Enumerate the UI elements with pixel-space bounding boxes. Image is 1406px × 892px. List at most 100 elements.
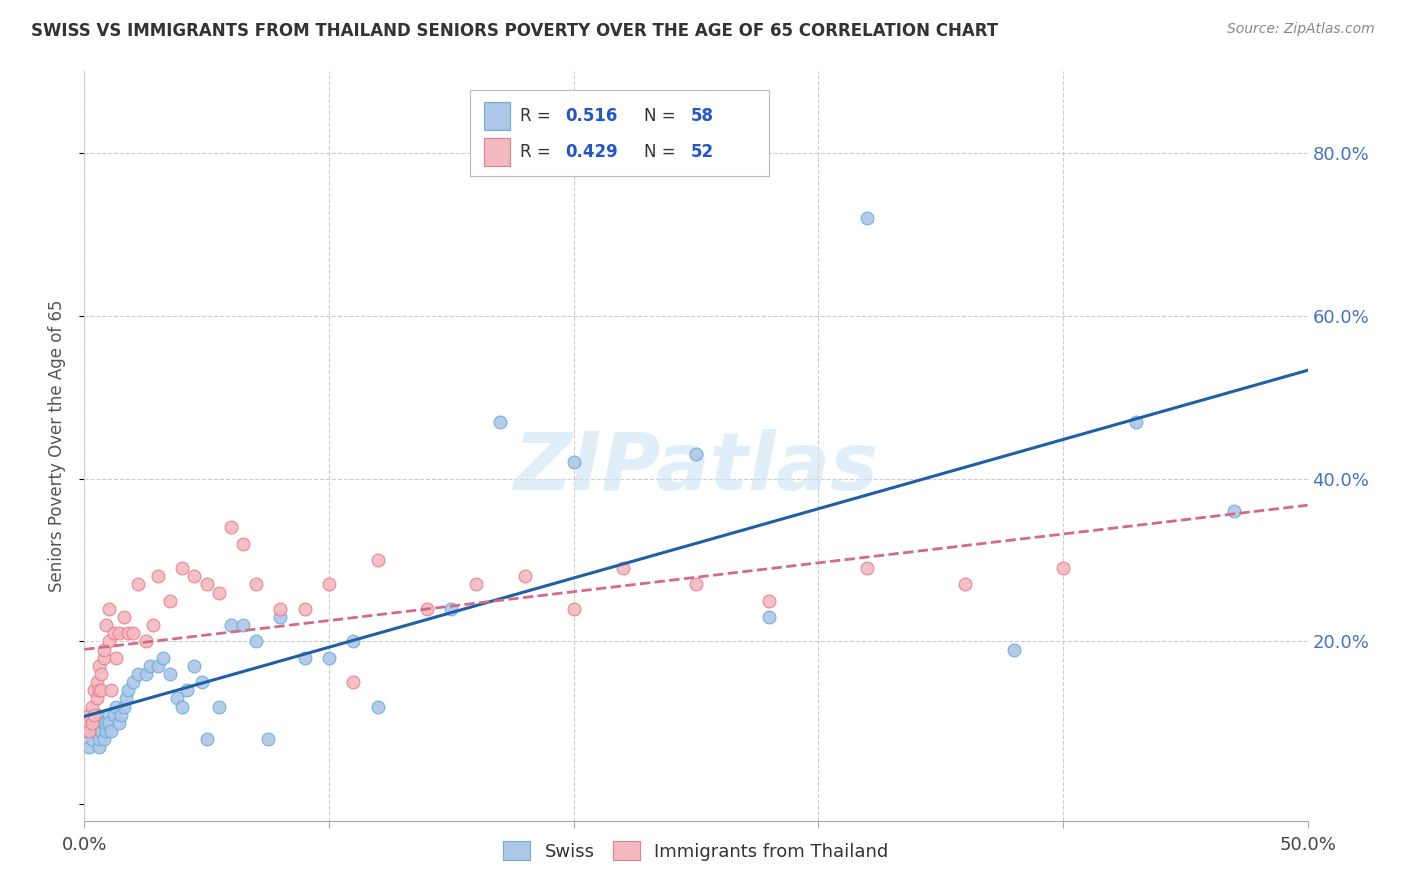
Point <box>183 659 205 673</box>
Point <box>953 577 976 591</box>
Point <box>257 732 280 747</box>
Point <box>219 618 242 632</box>
Point <box>93 732 115 747</box>
Point <box>86 724 108 739</box>
Point <box>112 699 135 714</box>
Text: 52: 52 <box>690 143 714 161</box>
Point <box>208 699 231 714</box>
Point <box>191 675 214 690</box>
Point <box>612 561 634 575</box>
Point <box>245 577 267 591</box>
Point <box>159 667 181 681</box>
Point <box>142 618 165 632</box>
Point <box>103 707 125 722</box>
Point <box>758 593 780 607</box>
Point <box>562 602 585 616</box>
Point <box>105 699 128 714</box>
Point <box>269 602 291 616</box>
Point <box>135 634 157 648</box>
Point <box>122 675 145 690</box>
Point <box>367 699 389 714</box>
Point <box>83 707 105 722</box>
Point <box>107 715 129 730</box>
Point <box>90 683 112 698</box>
Point <box>90 667 112 681</box>
Point <box>232 537 254 551</box>
Point <box>87 659 110 673</box>
Point <box>93 650 115 665</box>
Text: N =: N = <box>644 143 682 161</box>
Point <box>176 683 198 698</box>
Point <box>856 561 879 575</box>
Point <box>416 602 439 616</box>
Y-axis label: Seniors Poverty Over the Age of 65: Seniors Poverty Over the Age of 65 <box>48 300 66 592</box>
Point <box>83 724 105 739</box>
Point <box>83 683 105 698</box>
Point <box>219 520 242 534</box>
Point <box>139 659 162 673</box>
Point <box>93 642 115 657</box>
Point <box>183 569 205 583</box>
Point <box>80 699 103 714</box>
Point <box>112 610 135 624</box>
Point <box>685 447 707 461</box>
Point <box>685 577 707 591</box>
Point <box>318 577 340 591</box>
Point <box>110 707 132 722</box>
Point <box>172 561 194 575</box>
Point <box>208 585 231 599</box>
Point <box>97 715 120 730</box>
Text: 58: 58 <box>690 107 714 125</box>
FancyBboxPatch shape <box>484 102 510 130</box>
Point <box>127 577 149 591</box>
Point <box>856 211 879 225</box>
Point <box>1052 561 1074 575</box>
Point <box>195 732 218 747</box>
Point <box>172 699 194 714</box>
Point <box>97 707 120 722</box>
Point <box>90 715 112 730</box>
Point <box>93 715 115 730</box>
Point <box>1125 415 1147 429</box>
Point <box>135 667 157 681</box>
Point <box>100 683 122 698</box>
Point <box>80 732 103 747</box>
Point <box>97 602 120 616</box>
Point <box>103 626 125 640</box>
Point <box>489 415 512 429</box>
Point <box>80 715 103 730</box>
Point <box>146 659 169 673</box>
Point <box>294 602 316 616</box>
Text: N =: N = <box>644 107 682 125</box>
Point <box>96 724 118 739</box>
Point <box>117 683 139 698</box>
Point <box>367 553 389 567</box>
Point <box>96 618 118 632</box>
Point <box>77 724 100 739</box>
Point <box>83 715 105 730</box>
Point <box>195 577 218 591</box>
Point <box>115 691 138 706</box>
Point <box>86 691 108 706</box>
FancyBboxPatch shape <box>470 90 769 177</box>
Point <box>294 650 316 665</box>
Point <box>87 732 110 747</box>
Point <box>1002 642 1025 657</box>
Point <box>440 602 463 616</box>
Text: R =: R = <box>520 143 555 161</box>
Point <box>107 626 129 640</box>
Point <box>77 707 100 722</box>
Text: 0.516: 0.516 <box>565 107 617 125</box>
Point <box>117 626 139 640</box>
Point <box>96 715 118 730</box>
Legend: Swiss, Immigrants from Thailand: Swiss, Immigrants from Thailand <box>496 834 896 868</box>
Point <box>159 593 181 607</box>
Point <box>86 707 108 722</box>
Point <box>318 650 340 665</box>
Point <box>86 675 108 690</box>
Text: Source: ZipAtlas.com: Source: ZipAtlas.com <box>1227 22 1375 37</box>
Point <box>87 683 110 698</box>
Point <box>232 618 254 632</box>
Point <box>77 740 100 755</box>
Point <box>245 634 267 648</box>
